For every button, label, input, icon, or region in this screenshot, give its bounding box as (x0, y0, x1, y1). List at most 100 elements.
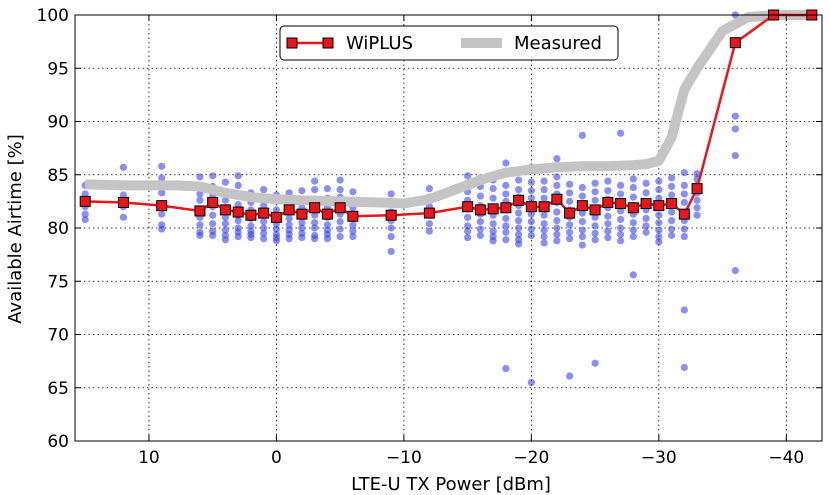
sample-point (260, 218, 268, 226)
sample-point (387, 224, 395, 232)
x-tick-label: −30 (641, 448, 677, 468)
wiplus-marker (589, 204, 601, 216)
sample-point (196, 231, 204, 240)
sample-point (515, 176, 523, 184)
sample-point (260, 186, 268, 194)
wiplus-marker (156, 200, 168, 212)
sample-point (680, 169, 688, 177)
sample-point (209, 211, 217, 219)
sample-point (604, 227, 612, 235)
sample-point (667, 208, 676, 216)
sample-point (604, 187, 612, 195)
sample-point (158, 225, 166, 233)
sample-point (234, 172, 242, 180)
sample-point (540, 194, 548, 202)
y-tick-label: 80 (47, 219, 69, 239)
sample-point (464, 227, 472, 235)
sample-point (387, 232, 395, 241)
sample-point (540, 239, 548, 247)
wiplus-marker (538, 201, 550, 213)
sample-point (578, 192, 586, 200)
sample-point (604, 233, 612, 242)
measured-line (85, 10, 812, 209)
sample-point (196, 221, 204, 229)
sample-point (311, 186, 319, 194)
wiplus-marker (347, 210, 359, 222)
wiplus-marker (678, 208, 690, 220)
sample-point (196, 173, 204, 181)
sample-point (693, 204, 701, 212)
legend-box (279, 25, 619, 61)
sample-point (196, 190, 204, 198)
sample-point (566, 197, 574, 205)
sample-point (667, 182, 676, 191)
wiplus-marker (500, 202, 512, 214)
sample-point (540, 177, 548, 185)
sample-point (629, 175, 637, 183)
sample-point (667, 191, 676, 199)
sample-point (553, 155, 561, 163)
sample-point (272, 237, 281, 245)
sample-point (158, 174, 166, 182)
wiplus-marker (79, 195, 91, 207)
wiplus-marker (602, 196, 614, 208)
wiplus-marker (691, 183, 703, 195)
sample-point (81, 190, 89, 198)
wiplus-marker (258, 207, 270, 219)
sample-point (515, 230, 523, 238)
sample-point (604, 220, 612, 228)
sample-point (629, 226, 637, 234)
sample-point (629, 271, 637, 279)
sample-point (642, 228, 650, 236)
sample-point (629, 232, 637, 241)
sample-point (464, 213, 472, 221)
sample-point (629, 219, 637, 227)
sample-point (655, 219, 663, 227)
sample-point (616, 207, 625, 215)
sample-point (387, 247, 395, 256)
wiplus-marker (296, 208, 308, 220)
sample-point (540, 211, 548, 219)
sample-point (591, 196, 599, 204)
sample-point (515, 209, 523, 217)
sample-point (553, 216, 561, 225)
sample-point (285, 214, 293, 223)
sample-point (693, 211, 701, 219)
wiplus-marker (551, 193, 563, 205)
x-tick-label: −20 (513, 448, 549, 468)
sample-point (591, 179, 599, 187)
sample-point (527, 210, 535, 218)
sample-point (158, 162, 166, 170)
sample-point (527, 225, 535, 233)
sample-point (387, 190, 395, 198)
wiplus-marker (513, 194, 525, 206)
sample-point (349, 227, 357, 235)
wiplus-marker (666, 198, 678, 210)
x-tick-label: −10 (386, 448, 422, 468)
sample-point (680, 225, 688, 233)
sample-point (667, 225, 676, 233)
legend-wiplus-marker-1 (286, 37, 298, 49)
wiplus-marker (270, 211, 282, 223)
measured-series (85, 10, 812, 209)
wiplus-marker (423, 207, 435, 219)
sample-point (119, 191, 128, 199)
legend-wiplus-label: WiPLUS (346, 33, 413, 54)
sample-point (566, 189, 574, 197)
sample-point (642, 214, 650, 223)
sample-point (221, 178, 230, 186)
sample-point (591, 213, 599, 221)
sample-point (260, 235, 268, 243)
sample-point (336, 218, 344, 226)
sample-point (119, 163, 128, 171)
sample-point (502, 236, 510, 244)
sample-point (260, 224, 268, 232)
sample-point (566, 228, 574, 236)
sample-point (553, 224, 561, 232)
sample-point (566, 235, 574, 243)
sample-point (502, 190, 510, 198)
sample-point (158, 210, 166, 218)
sample-point (553, 230, 561, 238)
sample-point (209, 172, 217, 180)
wiplus-marker (729, 37, 741, 49)
